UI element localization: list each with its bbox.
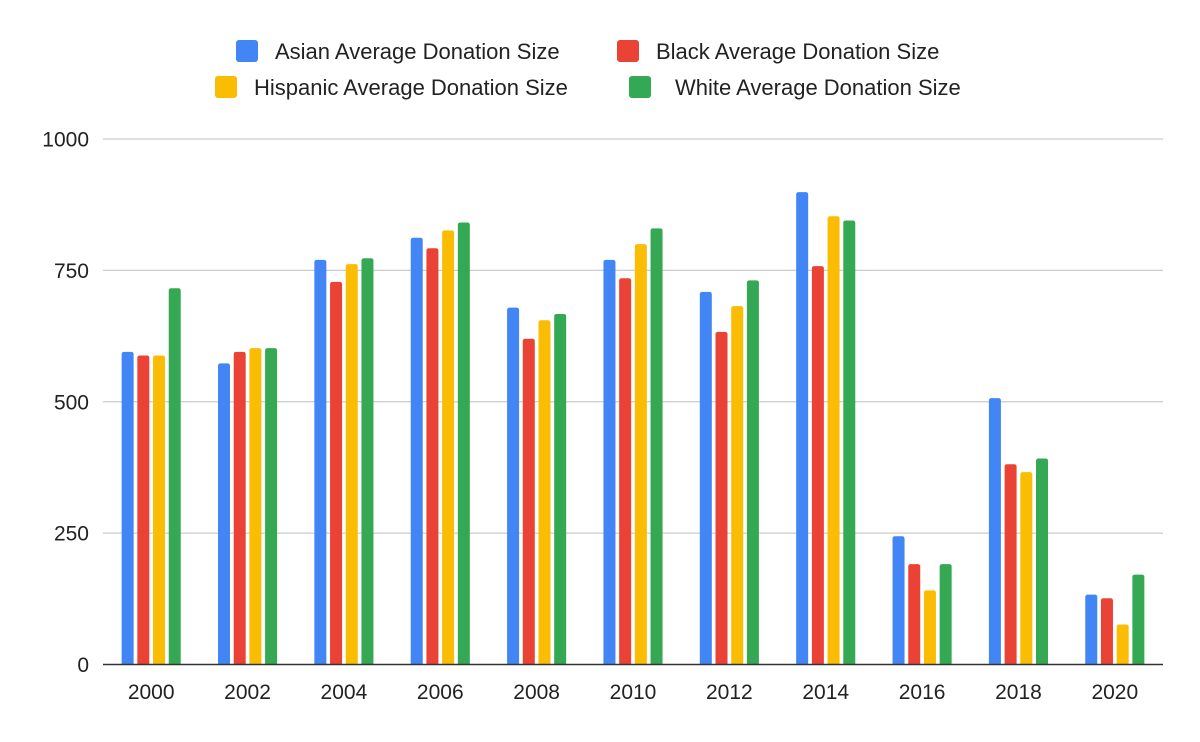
legend-swatch: [629, 76, 651, 98]
bar: [522, 338, 535, 665]
bar: [1116, 624, 1129, 665]
bar: [426, 248, 439, 665]
legend-item: Black Average Donation Size: [617, 39, 939, 64]
bar: [1100, 598, 1113, 665]
bar: [603, 259, 616, 665]
x-tick-label: 2004: [321, 681, 368, 704]
x-tick-label: 2002: [224, 681, 271, 704]
bar: [619, 278, 632, 665]
bar: [507, 307, 520, 665]
x-tick-label: 2008: [513, 681, 560, 704]
bar: [1085, 594, 1098, 665]
bar: [538, 320, 551, 665]
legend-item: Asian Average Donation Size: [236, 39, 560, 64]
legend-item: White Average Donation Size: [629, 75, 961, 100]
y-tick-label: 750: [54, 260, 89, 283]
x-tick-label: 2012: [706, 681, 753, 704]
bar: [153, 355, 166, 665]
legend-label: Asian Average Donation Size: [275, 39, 560, 64]
legend-label: Hispanic Average Donation Size: [254, 75, 568, 100]
x-tick-label: 2010: [610, 681, 657, 704]
bar: [650, 228, 663, 665]
bar: [121, 351, 134, 665]
bar: [731, 306, 744, 665]
bar: [1036, 458, 1049, 665]
bar: [442, 230, 455, 665]
bar: [908, 564, 921, 665]
bar: [1132, 574, 1145, 665]
bar: [827, 216, 840, 665]
bar: [361, 258, 374, 665]
x-tick-label: 2018: [995, 681, 1042, 704]
bar: [1020, 472, 1033, 665]
bar: [746, 280, 759, 665]
bar: [314, 259, 327, 665]
bar: [1004, 464, 1017, 665]
bar: [249, 348, 262, 665]
legend-swatch: [617, 40, 639, 62]
legend-label: Black Average Donation Size: [656, 39, 939, 64]
bar: [217, 363, 230, 665]
legend-swatch: [215, 76, 237, 98]
bar: [554, 313, 567, 665]
y-tick-label: 1000: [42, 129, 89, 152]
legend-item: Hispanic Average Donation Size: [215, 75, 568, 100]
bar: [988, 398, 1001, 665]
x-tick-label: 2016: [899, 681, 946, 704]
y-tick-label: 250: [54, 523, 89, 546]
x-tick-label: 2006: [417, 681, 464, 704]
bar: [330, 281, 343, 665]
bar: [233, 351, 246, 665]
bar: [457, 222, 470, 665]
x-tick-label: 2020: [1091, 681, 1138, 704]
bar: [715, 331, 728, 665]
bar: [265, 348, 278, 665]
gridlines: [103, 138, 1163, 534]
bars: [121, 192, 1145, 665]
legend-label: White Average Donation Size: [675, 75, 961, 100]
y-tick-label: 0: [77, 654, 89, 677]
y-tick-label: 500: [54, 391, 89, 414]
y-axis-tick-labels: 0 250 500 750 1000: [42, 129, 89, 678]
bar: [843, 220, 856, 665]
bar: [811, 266, 824, 665]
legend: Asian Average Donation Size Black Average…: [215, 39, 961, 100]
bar: [796, 192, 809, 665]
bar: [137, 355, 150, 665]
bar: [345, 264, 358, 665]
bar: [892, 536, 905, 665]
bar: [699, 291, 712, 665]
x-tick-label: 2000: [128, 681, 175, 704]
legend-swatch: [236, 40, 258, 62]
bar: [634, 244, 647, 665]
bar: [923, 590, 936, 665]
bar: [939, 564, 952, 665]
bar: [168, 288, 181, 665]
x-axis-tick-labels: 2000 2002 2004 2006 2008 2010 2012 2014 2016 2018…: [128, 681, 1138, 704]
bar: [410, 237, 423, 665]
x-tick-label: 2014: [802, 681, 849, 704]
